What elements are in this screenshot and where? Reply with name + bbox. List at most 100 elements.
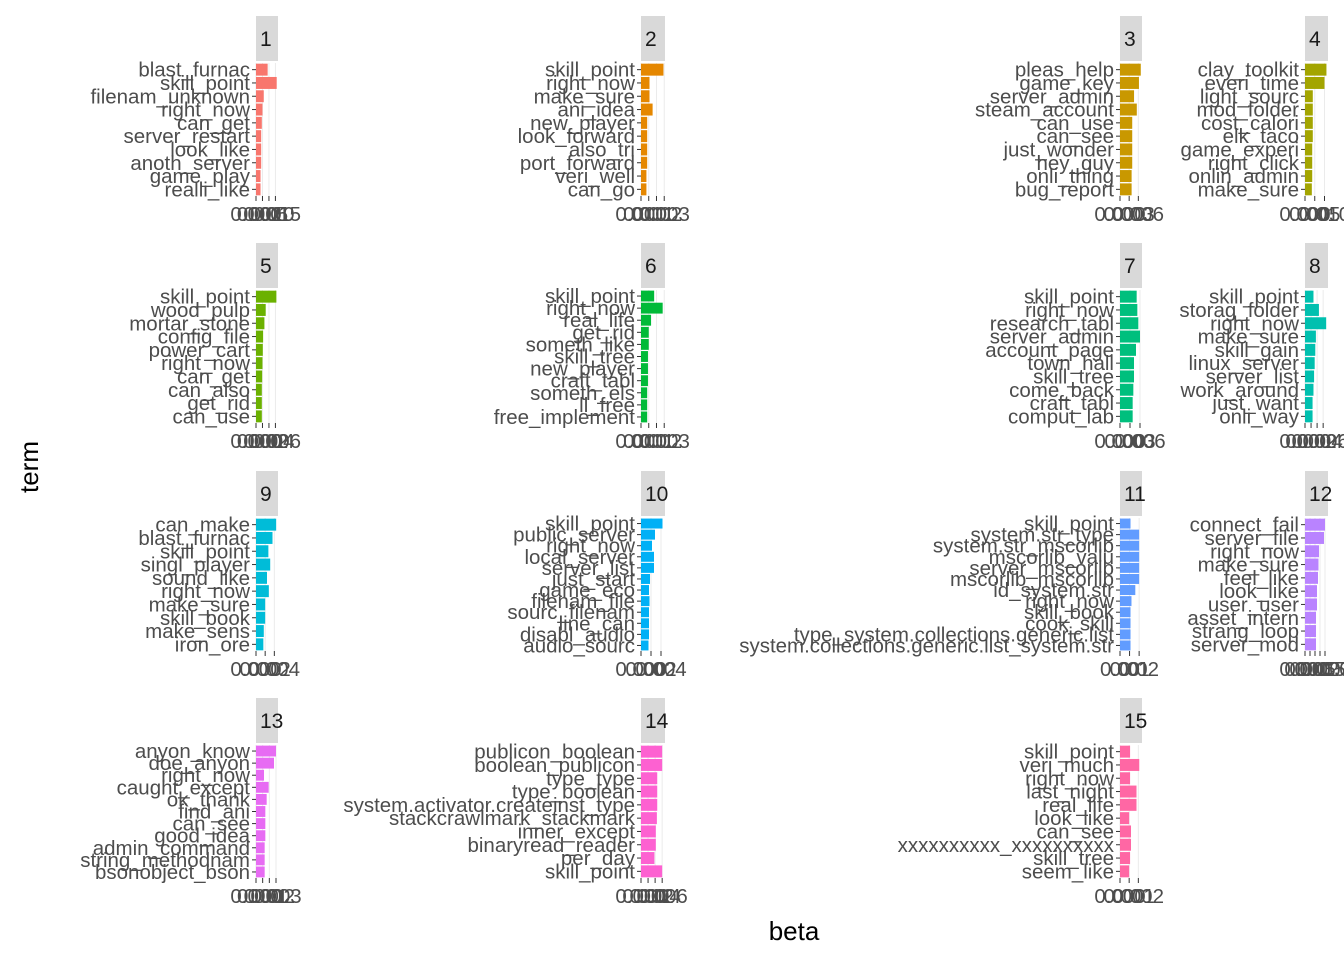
bar (256, 638, 264, 651)
bar (641, 290, 655, 302)
term-label: someth_like (526, 333, 635, 356)
bar (641, 865, 663, 878)
term-label: craft_tabl (1030, 392, 1114, 415)
bar (256, 116, 262, 129)
term-label: hey_guy (1036, 152, 1114, 175)
term-label: skill_point (1024, 741, 1114, 764)
term-label: light_sourc (1200, 85, 1299, 108)
facet-panel-14: 14 publicon_booleanboolean_publicontype_t… (343, 698, 688, 908)
bar (641, 798, 658, 811)
term-label: storag_folder (1179, 299, 1299, 322)
x-tick-label: 0.000 (230, 885, 281, 908)
bar (641, 629, 649, 640)
bar (641, 90, 650, 103)
term-label: seem_like (1022, 860, 1114, 883)
bar (1305, 290, 1314, 303)
term-label: craft_tabl (551, 370, 635, 393)
bar (1120, 183, 1132, 196)
bar (641, 812, 657, 825)
facet-strip (641, 16, 665, 61)
term-label: good_idea (154, 825, 250, 848)
term-label: can_see (1036, 820, 1114, 843)
bar (256, 769, 264, 781)
x-tick-label: 0.015 (250, 203, 301, 226)
term-label: just_wonder (1002, 138, 1114, 161)
term-label: elk_taco (1223, 125, 1299, 148)
bar (1305, 143, 1313, 156)
bar (256, 866, 265, 878)
bar (1305, 343, 1316, 356)
term-label: skill_point (160, 540, 250, 563)
bar (641, 351, 648, 362)
term-label: clay_toolkit (1198, 59, 1300, 82)
bar (256, 818, 266, 830)
term-label: look_like (1219, 580, 1299, 603)
bar (256, 76, 277, 89)
term-label: pleas_help (1015, 59, 1114, 82)
x-tick-label: 0.006 (1114, 430, 1165, 453)
term-label: steam_account (975, 99, 1114, 122)
facet-strip (1120, 471, 1142, 516)
bar (1120, 745, 1131, 758)
bar (641, 825, 656, 838)
bar (1305, 531, 1324, 544)
bar (1120, 116, 1133, 129)
term-label: skill_point (545, 860, 635, 883)
term-label: anyon_know (135, 740, 250, 763)
facet-strip-label: 6 (645, 255, 657, 278)
bar (256, 63, 268, 76)
x-tick-label: 0.002 (244, 885, 295, 908)
bar (1305, 90, 1313, 103)
facet-strip-label: 4 (1309, 28, 1321, 51)
facet-panel-11: 11 skill_pointsystem.str_typesystem.str_m… (739, 471, 1159, 681)
term-label: right_now (546, 72, 635, 95)
facet-panel-2: 2 skill_pointright_nowmake_sureani_ideane… (518, 16, 690, 226)
bar (641, 745, 663, 758)
term-label: public_server (513, 524, 635, 547)
bar (256, 330, 264, 343)
bar (641, 363, 648, 375)
bar (256, 854, 265, 866)
term-label: skill_point (545, 285, 635, 308)
term-label: admin_command (93, 837, 250, 860)
term-label: onli_way (1219, 405, 1300, 428)
bar (641, 551, 654, 562)
facet-strip (256, 471, 278, 516)
bar (1120, 63, 1141, 76)
bar (1120, 383, 1134, 396)
x-tick-label: 0.00 (1100, 658, 1140, 681)
bar (1305, 585, 1317, 598)
term-label: anoth_server (130, 152, 250, 175)
term-label: work_around (1179, 379, 1299, 402)
x-tick-label: 0.001 (237, 885, 288, 908)
facet-panel-1: 1 blast_furnacskill_pointfilenam_unknownr… (90, 16, 301, 226)
term-label: boolean_publicon (474, 754, 635, 777)
x-tick-label: 0.000 (615, 658, 666, 681)
x-tick-label: 0.000 (1094, 203, 1145, 226)
bar (1305, 611, 1316, 624)
x-tick-label: 0.001 (1104, 885, 1155, 908)
facet-strip (641, 243, 665, 288)
term-label: string_methodnam (80, 849, 250, 872)
term-label: real_life (1042, 794, 1114, 817)
bar (1120, 170, 1132, 183)
facet-panel-4: 4 clay_toolkiteveri_timelight_sourcmod_fo… (1180, 16, 1344, 226)
bar (641, 573, 650, 584)
term-label: look_forward (518, 125, 635, 148)
term-label: ok_thank (167, 788, 251, 811)
term-label: right_now (546, 297, 635, 320)
bar (1305, 571, 1318, 584)
facet-strip-label: 10 (645, 483, 668, 506)
term-label: cook_skill (1025, 612, 1114, 635)
bar (1120, 357, 1134, 370)
term-label: power_cart (149, 339, 251, 362)
term-label: last_night (1026, 781, 1114, 804)
bar (1120, 562, 1140, 573)
bar (1120, 607, 1131, 618)
term-label: skill_point (1024, 513, 1114, 536)
facet-strip-label: 15 (1124, 710, 1147, 733)
term-label: look_like (1034, 807, 1114, 830)
bar (1120, 812, 1130, 825)
facet-panel-6: 6 skill_pointright_nowreal_lifeget_ridsom… (494, 243, 690, 453)
term-label: onli_thing (1026, 165, 1114, 188)
